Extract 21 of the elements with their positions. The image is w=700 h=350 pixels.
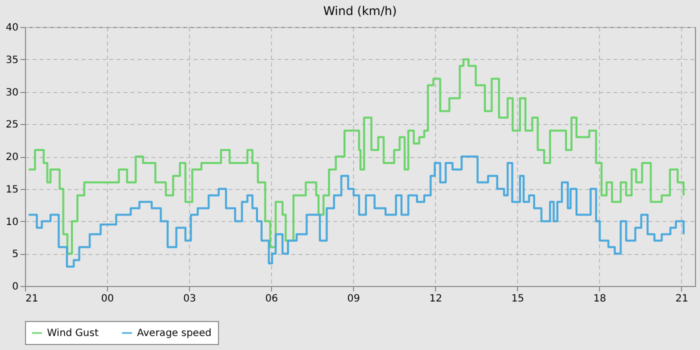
x-tick-label: 21 — [675, 294, 688, 304]
x-tick-label: 12 — [429, 294, 442, 304]
x-tick-label: 21 — [26, 294, 38, 304]
y-tick-label: 0 — [12, 282, 18, 292]
x-tick-label: 06 — [265, 294, 278, 304]
y-tick-label: 20 — [6, 152, 18, 163]
y-tick-label: 40 — [6, 22, 18, 34]
y-tick-label: 30 — [6, 87, 18, 98]
x-tick-label: 00 — [101, 294, 114, 304]
x-tick-label: 03 — [183, 294, 196, 304]
y-tick-label: 15 — [6, 184, 18, 196]
x-tick-label: 15 — [511, 294, 524, 304]
y-tick-label: 25 — [6, 120, 18, 131]
y-tick-label: 10 — [6, 216, 18, 228]
x-tick-label: 18 — [593, 294, 606, 304]
chart-title: Wind (km/h) — [323, 4, 397, 18]
y-tick-label: 35 — [6, 54, 18, 66]
x-tick-label: 09 — [347, 294, 360, 304]
y-tick-label: 5 — [12, 249, 18, 260]
legend-label: Wind Gust — [47, 328, 99, 339]
legend-label: Average speed — [137, 328, 212, 339]
